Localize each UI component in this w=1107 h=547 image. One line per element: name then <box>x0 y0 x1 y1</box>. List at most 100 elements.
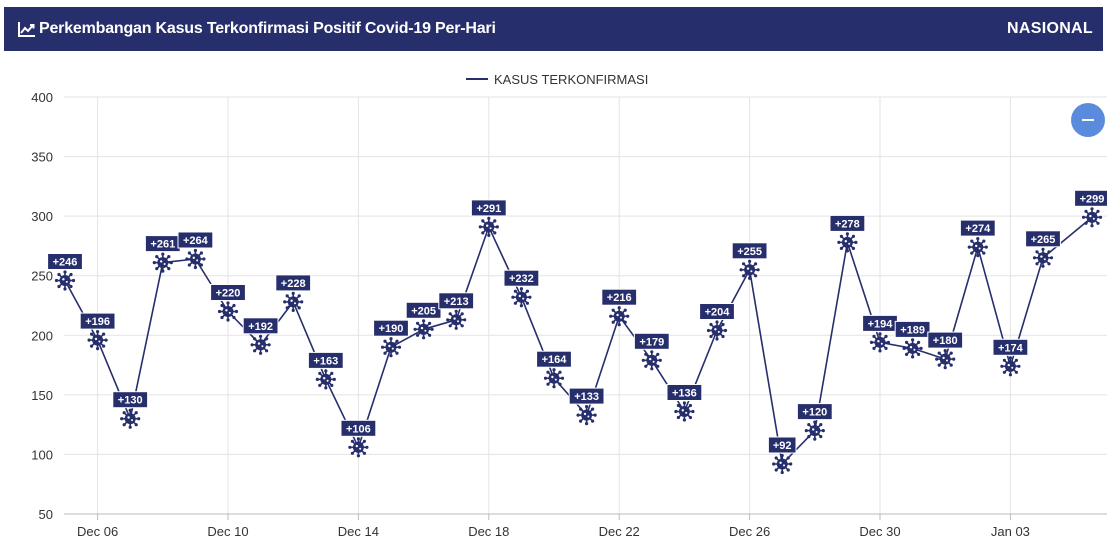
data-label: +189 <box>894 320 931 338</box>
data-label: +213 <box>438 292 475 310</box>
data-label-text: +120 <box>802 407 827 419</box>
x-tick-label: Dec 10 <box>207 524 248 539</box>
virus-icon[interactable] <box>706 320 728 341</box>
x-tick-label: Dec 06 <box>77 524 118 539</box>
virus-icon[interactable] <box>152 252 173 273</box>
data-label: +130 <box>112 391 149 409</box>
data-label: +264 <box>177 231 214 249</box>
data-label: +265 <box>1025 230 1061 248</box>
data-label-text: +179 <box>639 336 664 348</box>
axes: 50 100 150 200 250 300 350 400 Dec 06 Dec 10 Dec 1… <box>31 90 1107 539</box>
data-labels: +246 +196 +130 +261 +264 +220 +192 +228 +163 +106… <box>47 189 1107 454</box>
minus-icon <box>1082 119 1094 121</box>
virus-icon[interactable] <box>674 401 695 422</box>
data-label: +136 <box>666 384 703 401</box>
markers <box>54 207 1103 475</box>
data-label-text: +255 <box>737 246 762 258</box>
y-tick-label: 250 <box>31 269 53 284</box>
data-label: +164 <box>536 350 572 368</box>
data-label-text: +180 <box>933 335 958 347</box>
y-tick-label: 200 <box>31 328 53 343</box>
data-label-text: +174 <box>998 342 1024 354</box>
data-label-text: +163 <box>313 355 338 367</box>
data-label-text: +278 <box>835 218 860 230</box>
virus-icon[interactable] <box>185 248 206 270</box>
virus-icon[interactable] <box>446 309 467 330</box>
y-tick-label: 100 <box>31 447 53 462</box>
chart-title: Perkembangan Kasus Terkonfirmasi Positif… <box>39 20 496 37</box>
virus-icon[interactable] <box>837 232 858 253</box>
data-label-text: +194 <box>868 318 894 330</box>
virus-icon[interactable] <box>217 301 239 322</box>
virus-icon[interactable] <box>772 453 793 475</box>
x-tick-label: Dec 14 <box>338 524 379 539</box>
data-label-text: +228 <box>281 278 306 290</box>
data-label: +291 <box>470 199 507 217</box>
data-label: +92 <box>767 436 797 454</box>
collapse-button[interactable] <box>1071 103 1105 137</box>
virus-icon[interactable] <box>380 337 402 358</box>
data-label: +106 <box>340 419 377 437</box>
y-tick-label: 150 <box>31 388 53 403</box>
virus-icon[interactable] <box>1032 247 1054 268</box>
chart-header: Perkembangan Kasus Terkonfirmasi Positif… <box>4 7 1103 51</box>
data-label: +190 <box>373 319 409 337</box>
virus-icon[interactable] <box>283 291 304 312</box>
y-tick-label: 300 <box>31 209 53 224</box>
virus-icon[interactable] <box>478 216 499 237</box>
data-label-text: +216 <box>607 292 632 304</box>
data-label-text: +264 <box>183 235 209 247</box>
virus-icon[interactable] <box>250 334 271 355</box>
virus-icon[interactable] <box>120 408 141 429</box>
virus-icon[interactable] <box>54 270 76 291</box>
virus-icon[interactable] <box>87 330 108 351</box>
data-label-text: +246 <box>53 257 78 269</box>
virus-icon[interactable] <box>902 338 923 359</box>
virus-icon[interactable] <box>609 306 630 327</box>
virus-icon[interactable] <box>543 368 565 389</box>
virus-icon[interactable] <box>935 349 956 370</box>
data-label-text: +261 <box>150 239 175 251</box>
virus-icon[interactable] <box>869 332 891 353</box>
virus-icon[interactable] <box>1081 207 1103 228</box>
virus-icon[interactable] <box>739 259 760 280</box>
data-label-text: +204 <box>705 307 731 319</box>
data-label: +174 <box>992 338 1029 356</box>
y-tick-label: 50 <box>39 507 53 522</box>
data-label: +232 <box>503 269 540 287</box>
x-tick-label: Dec 18 <box>468 524 509 539</box>
virus-icon[interactable] <box>315 369 336 390</box>
y-tick-label: 350 <box>31 150 53 165</box>
virus-icon[interactable] <box>967 237 988 258</box>
data-label-text: +232 <box>509 273 534 285</box>
virus-icon[interactable] <box>804 420 825 441</box>
virus-icon[interactable] <box>413 319 434 340</box>
data-label: +274 <box>959 219 996 237</box>
x-tick-label: Dec 30 <box>859 524 900 539</box>
legend-label: KASUS TERKONFIRMASI <box>494 72 648 87</box>
x-tick-label: Dec 22 <box>599 524 640 539</box>
data-label-text: +136 <box>672 388 697 400</box>
data-label-text: +130 <box>118 395 143 407</box>
virus-icon[interactable] <box>511 287 532 308</box>
data-label: +196 <box>79 312 116 330</box>
virus-icon[interactable] <box>348 437 369 458</box>
legend[interactable]: KASUS TERKONFIRMASI <box>466 72 648 87</box>
data-label-text: +291 <box>476 203 501 215</box>
data-label-text: +192 <box>248 321 273 333</box>
data-label: +228 <box>275 274 312 292</box>
data-label-text: +189 <box>900 324 925 336</box>
data-label: +204 <box>699 303 735 320</box>
y-tick-label: 400 <box>31 90 53 105</box>
virus-icon[interactable] <box>1000 356 1021 377</box>
data-label-text: +220 <box>216 288 241 300</box>
data-label-text: +92 <box>773 440 792 452</box>
data-label: +120 <box>796 403 833 421</box>
virus-icon[interactable] <box>641 350 662 371</box>
virus-icon[interactable] <box>576 405 597 426</box>
data-label-text: +196 <box>85 316 110 328</box>
scope-label: NASIONAL <box>1007 20 1093 37</box>
data-label-text: +133 <box>574 391 599 403</box>
data-label-text: +190 <box>379 323 404 335</box>
data-label-text: +213 <box>444 296 469 308</box>
